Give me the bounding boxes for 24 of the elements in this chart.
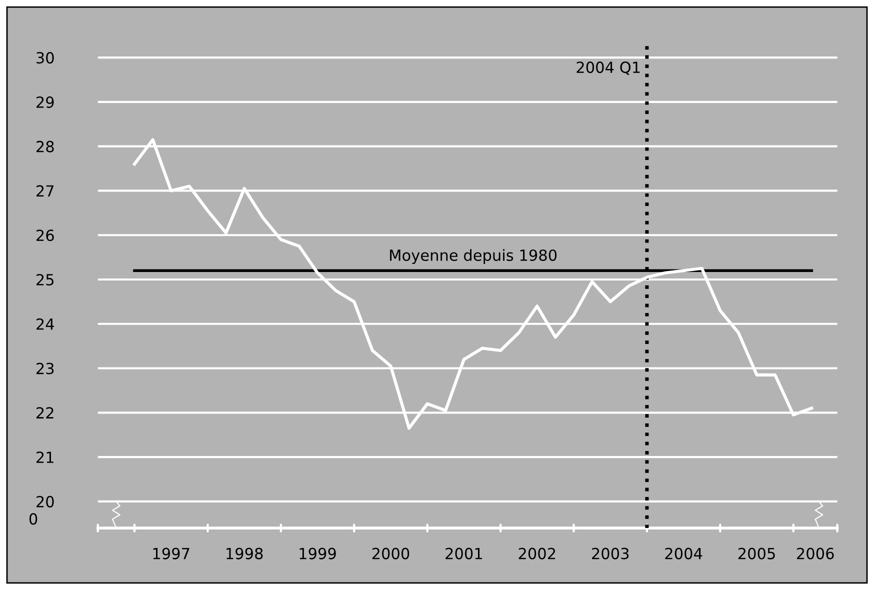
- x-tick-label: 2006: [797, 548, 834, 560]
- x-tick-label: 2005: [738, 548, 775, 560]
- x-tick-label: 2000: [372, 548, 410, 560]
- ref-line-label: Moyenne depuis 1980: [390, 249, 557, 264]
- y-tick-label: 25: [36, 274, 54, 286]
- x-tick-label: 2004: [665, 548, 702, 560]
- y-tick-label: 26: [36, 230, 54, 242]
- y-tick-label: 23: [36, 362, 54, 374]
- y-tick-label: 22: [36, 407, 54, 418]
- x-tick-label: 2003: [592, 548, 629, 560]
- y-tick-label: 29: [36, 96, 54, 108]
- y-tick-label: 20: [36, 496, 54, 508]
- text: 0: [29, 513, 38, 525]
- y-tick-label: 27: [36, 185, 54, 197]
- x-tick-label: 2001: [446, 548, 482, 560]
- x-tick-label: 1997: [153, 548, 190, 560]
- x-tick-label: 1999: [300, 548, 336, 560]
- y-tick-label: 30: [36, 52, 54, 64]
- x-tick-label: 1998: [226, 548, 263, 560]
- y-tick-label: 28: [36, 140, 54, 152]
- y-tick-label: 21: [36, 452, 54, 463]
- x-tick-label: 2002: [518, 548, 556, 560]
- y-tick-label: 24: [36, 318, 54, 330]
- ref-line-label: 2004 Q1: [576, 62, 640, 75]
